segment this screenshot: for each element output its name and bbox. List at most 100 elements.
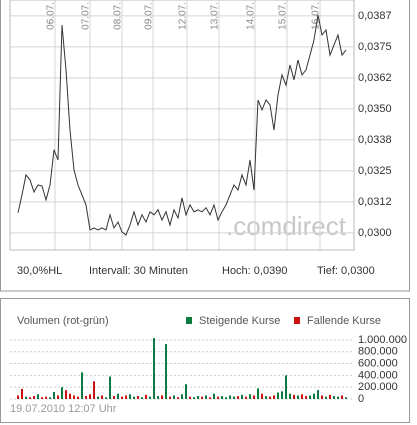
volume-bar — [61, 387, 63, 399]
x-tick-label: 06.07. — [46, 2, 57, 30]
volume-bar — [41, 397, 43, 399]
volume-bar — [49, 397, 51, 399]
volume-bar — [173, 395, 175, 399]
volume-bar — [185, 384, 187, 399]
annotation: Tief: 0,0300 — [317, 265, 375, 277]
volume-bar — [117, 393, 119, 399]
x-tick-label: 12.07. — [178, 2, 189, 30]
volume-bar — [157, 396, 159, 399]
volume-bar — [161, 395, 163, 399]
volume-bar — [321, 395, 323, 399]
y-tick-label: 0,0325 — [358, 165, 392, 177]
volume-bar — [229, 395, 231, 399]
volume-bar — [261, 393, 263, 399]
volume-bar — [97, 396, 99, 399]
volume-bar — [269, 396, 271, 399]
volume-bar — [169, 396, 171, 399]
x-tick-label: 09.07. — [144, 2, 155, 30]
volume-bar — [149, 396, 151, 399]
volume-bar — [137, 396, 139, 399]
price-line — [17, 14, 347, 236]
x-tick-label: 14.07. — [246, 2, 257, 30]
volume-bar — [337, 396, 339, 399]
y-tick-label: 0,0375 — [358, 41, 392, 53]
volume-bar — [301, 394, 303, 399]
volume-bar — [165, 344, 167, 399]
volume-bar — [65, 390, 67, 399]
volume-bar — [325, 396, 327, 399]
y-tick-label: 0 — [358, 393, 364, 405]
volume-bar — [73, 395, 75, 399]
volume-bar — [25, 396, 27, 399]
volume-bar — [213, 393, 215, 399]
x-tick-label: 15.07. — [278, 2, 289, 30]
volume-bar — [53, 391, 55, 399]
volume-bar — [233, 396, 235, 399]
volume-bar — [205, 395, 207, 399]
volume-bar — [293, 394, 295, 399]
volume-bar — [113, 396, 115, 399]
volume-bar — [105, 397, 107, 399]
volume-bar — [101, 395, 103, 399]
volume-bar — [85, 396, 87, 399]
volume-bar — [89, 394, 91, 399]
volume-bar — [281, 391, 283, 399]
y-tick-label: 0,0362 — [358, 72, 392, 84]
volume-bar — [345, 397, 347, 399]
annotation: Hoch: 0,0390 — [222, 265, 287, 277]
volume-bar — [193, 397, 195, 399]
volume-bar — [225, 397, 227, 399]
y-tick-label: 800.000 — [358, 346, 398, 358]
volume-bar — [289, 393, 291, 399]
x-tick-label: 13.07. — [210, 2, 221, 30]
volume-bar — [181, 394, 183, 399]
volume-bar — [209, 397, 211, 399]
volume-bar — [273, 395, 275, 399]
volume-bar — [81, 372, 83, 399]
timestamp: 19.07.2010 12:07 Uhr — [10, 403, 117, 415]
volume-bar — [129, 394, 131, 399]
volume-bar — [21, 388, 23, 399]
volume-bar — [245, 396, 247, 399]
volume-bar — [37, 394, 39, 399]
volume-bar — [121, 396, 123, 399]
x-tick-label: 16.07. — [311, 2, 322, 30]
volume-bar — [341, 395, 343, 399]
volume-bar — [237, 396, 239, 399]
annotation: Intervall: 30 Minuten — [89, 265, 188, 277]
plot-frame — [9, 0, 355, 251]
volume-bar — [177, 397, 179, 399]
y-tick-label: 0,0312 — [358, 196, 392, 208]
volume-bar — [317, 390, 319, 399]
volume-bar — [265, 396, 267, 399]
volume-bar — [241, 394, 243, 399]
volume-bar — [297, 395, 299, 399]
volume-bar — [249, 394, 251, 399]
volume-bar — [333, 396, 335, 399]
volume-bar — [217, 396, 219, 399]
volume-bar — [141, 397, 143, 399]
x-tick-label: 08.07. — [113, 2, 124, 30]
y-tick-label: 0,0300 — [358, 227, 392, 239]
legend-swatch — [294, 317, 300, 324]
volume-bar — [45, 396, 47, 399]
y-tick-label: 1.000.000 — [358, 334, 407, 346]
volume-bar — [201, 396, 203, 399]
watermark: .comdirect — [226, 211, 347, 241]
volume-bar — [257, 388, 259, 399]
volume-bar — [33, 396, 35, 399]
y-tick-label: 200.000 — [358, 381, 398, 393]
volume-bar — [29, 397, 31, 399]
volume-bar — [109, 376, 111, 399]
y-tick-label: 600.000 — [358, 357, 398, 369]
volume-bar — [125, 395, 127, 399]
volume-bar — [77, 396, 79, 399]
y-tick-label: 0,0387 — [358, 10, 392, 22]
x-tick-label: 07.07. — [81, 2, 92, 30]
y-tick-label: 0,0338 — [358, 134, 392, 146]
volume-bar — [309, 395, 311, 399]
volume-panel — [0, 298, 410, 423]
volume-bar — [69, 393, 71, 399]
volume-bar — [189, 396, 191, 399]
